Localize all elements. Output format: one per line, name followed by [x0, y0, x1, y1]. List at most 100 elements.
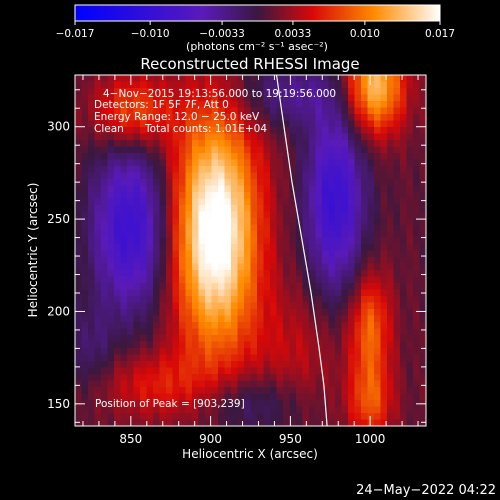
heatmap-cell [309, 380, 316, 388]
heatmap-cell [367, 309, 375, 316]
heatmap-cell [133, 231, 141, 238]
heatmap-cell [335, 198, 342, 206]
heatmap-cell [218, 270, 225, 277]
heatmap-cell [120, 309, 128, 316]
heatmap-cell [341, 315, 349, 323]
heatmap-cell [263, 211, 271, 219]
heatmap-cell [400, 224, 407, 232]
heatmap-cell [153, 276, 160, 284]
annotation-energy-range: Energy Range: 12.0 − 25.0 keV [94, 111, 260, 123]
heatmap-cell [413, 107, 420, 115]
heatmap-cell [88, 257, 95, 264]
heatmap-cell [341, 237, 349, 245]
heatmap-cell [263, 309, 271, 316]
heatmap-cell [289, 296, 297, 303]
heatmap-cell [133, 302, 141, 310]
heatmap-cell [270, 94, 277, 102]
heatmap-cell [322, 140, 329, 147]
heatmap-cell [205, 270, 212, 277]
heatmap-cell [276, 107, 284, 115]
heatmap-cell [296, 276, 303, 284]
heatmap-cell [107, 315, 115, 323]
heatmap-cell [361, 107, 368, 115]
heatmap-cell [127, 406, 134, 414]
heatmap-cell [192, 205, 199, 212]
heatmap-cell [94, 146, 102, 154]
heatmap-cell [231, 322, 238, 329]
heatmap-cell [361, 88, 368, 95]
heatmap-cell [419, 380, 426, 388]
heatmap-cell [244, 296, 251, 303]
heatmap-cell [81, 75, 89, 82]
heatmap-cell [224, 159, 232, 167]
heatmap-cell [146, 101, 154, 108]
heatmap-cell [133, 140, 141, 147]
heatmap-cell [257, 127, 264, 134]
heatmap-cell [380, 400, 388, 407]
heatmap-cell [348, 140, 355, 147]
heatmap-cell [94, 335, 102, 342]
heatmap-cell [367, 185, 375, 193]
heatmap-cell [393, 140, 401, 147]
heatmap-cell [387, 211, 394, 219]
heatmap-cell [101, 224, 108, 232]
heatmap-cell [192, 140, 199, 147]
heatmap-cell [315, 302, 323, 310]
heatmap-cell [354, 309, 362, 316]
heatmap-cell [172, 276, 180, 284]
heatmap-cell [166, 413, 173, 420]
heatmap-cell [101, 153, 108, 160]
heatmap-cell [348, 101, 355, 108]
heatmap-cell [218, 140, 225, 147]
heatmap-cell [328, 367, 336, 375]
heatmap-cell [367, 419, 375, 426]
heatmap-cell [231, 374, 238, 381]
heatmap-cell [107, 75, 115, 82]
heatmap-cell [393, 198, 401, 206]
heatmap-cell [341, 250, 349, 258]
heatmap-cell [400, 237, 407, 245]
heatmap-cell [244, 354, 251, 362]
heatmap-cell [159, 393, 167, 401]
heatmap-cell [387, 81, 394, 89]
heatmap-cell [380, 166, 388, 173]
heatmap-cell [179, 263, 186, 271]
heatmap-cell [367, 406, 375, 414]
heatmap-cell [335, 133, 342, 141]
heatmap-cell [244, 127, 251, 134]
heatmap-cell [159, 283, 167, 290]
heatmap-cell [244, 159, 251, 167]
heatmap-cell [94, 224, 102, 232]
heatmap-cell [81, 218, 89, 225]
heatmap-cell [276, 218, 284, 225]
heatmap-cell [419, 276, 426, 284]
heatmap-cell [140, 289, 147, 297]
heatmap-cell [315, 322, 323, 329]
heatmap-cell [205, 205, 212, 212]
heatmap-cell [140, 153, 147, 160]
heatmap-cell [302, 354, 310, 362]
heatmap-cell [185, 101, 193, 108]
heatmap-cell [387, 88, 394, 95]
heatmap-cell [159, 224, 167, 232]
heatmap-cell [127, 218, 134, 225]
heatmap-cell [387, 250, 394, 258]
heatmap-cell [263, 153, 271, 160]
heatmap-cell [166, 263, 173, 271]
heatmap-cell [348, 127, 355, 134]
heatmap-cell [289, 218, 297, 225]
heatmap-cell [296, 380, 303, 388]
heatmap-cell [185, 140, 193, 147]
heatmap-cell [328, 335, 336, 342]
heatmap-cell [133, 244, 141, 251]
heatmap-cell [140, 335, 147, 342]
heatmap-cell [75, 302, 82, 310]
heatmap-cell [374, 120, 381, 128]
heatmap-cell [270, 107, 277, 115]
heatmap-cell [172, 328, 180, 336]
heatmap-cell [231, 309, 238, 316]
heatmap-cell [406, 218, 414, 225]
heatmap-cell [263, 296, 271, 303]
heatmap-cell [179, 231, 186, 238]
heatmap-cell [114, 75, 121, 82]
